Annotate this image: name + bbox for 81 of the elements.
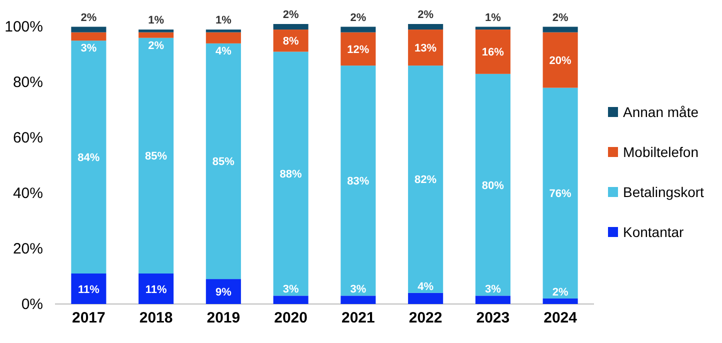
- x-tick-label: 2019: [206, 310, 240, 327]
- x-tick-label: 2022: [408, 310, 442, 327]
- data-label: 80%: [482, 180, 504, 192]
- data-label: 4%: [215, 45, 232, 58]
- data-label: 12%: [347, 44, 370, 56]
- bar: [475, 26, 510, 30]
- x-tick-label: 2017: [72, 310, 106, 327]
- bar: [71, 32, 106, 41]
- data-label: 88%: [280, 168, 302, 181]
- data-label: 11%: [78, 284, 100, 296]
- bar: [475, 74, 510, 296]
- data-label: 2%: [282, 9, 299, 21]
- legend-label: Betalingskort: [623, 184, 704, 200]
- data-label: 3%: [484, 284, 502, 296]
- y-tick-label: 40%: [12, 184, 43, 202]
- data-label: 13%: [414, 42, 437, 55]
- bar: [475, 296, 510, 304]
- data-label: 1%: [148, 14, 164, 27]
- data-label: 2%: [148, 40, 164, 52]
- data-label: 11%: [145, 284, 167, 296]
- bar: [542, 88, 578, 298]
- bar: [408, 24, 444, 30]
- data-label: 3%: [350, 284, 366, 296]
- data-label: 2%: [80, 12, 97, 24]
- y-tick-label: 80%: [12, 74, 43, 92]
- bar: [340, 26, 376, 32]
- bar: [542, 32, 578, 88]
- bar: [206, 30, 241, 32]
- bar: [408, 66, 444, 293]
- legend-label: Annan måte: [623, 104, 699, 120]
- bar: [340, 66, 376, 296]
- data-label: 82%: [414, 174, 437, 186]
- data-label: 84%: [78, 152, 100, 164]
- bar: [340, 32, 376, 66]
- legend-label: Kontantar: [623, 224, 684, 240]
- data-label: 3%: [282, 284, 299, 296]
- bar: [206, 43, 241, 280]
- bar: [340, 296, 376, 304]
- y-tick-label: 20%: [12, 240, 43, 258]
- data-label: 20%: [549, 55, 572, 68]
- x-tick-label: 2020: [274, 310, 308, 327]
- bar: [273, 24, 308, 30]
- data-label: 85%: [145, 150, 168, 163]
- x-tick-label: 2018: [139, 310, 173, 327]
- bar: [71, 40, 106, 274]
- bar: [475, 30, 510, 74]
- data-label: 2%: [418, 9, 434, 21]
- bar: [273, 52, 308, 296]
- bar: [206, 32, 241, 44]
- data-label: 85%: [212, 156, 235, 168]
- x-tick-label: 2021: [342, 310, 375, 327]
- bar: [138, 30, 174, 32]
- bar: [138, 274, 174, 304]
- data-label: 9%: [215, 286, 232, 299]
- bar: [71, 274, 106, 304]
- y-tick-label: 0%: [21, 296, 43, 313]
- y-tick-label: 100%: [4, 18, 43, 36]
- bar: [408, 30, 444, 66]
- data-label: 83%: [347, 176, 370, 188]
- data-label: 4%: [418, 280, 434, 293]
- legend-label: Mobiltelefon: [623, 144, 698, 160]
- bar: [408, 292, 444, 304]
- x-tick-label: 2023: [476, 310, 510, 327]
- data-label: 8%: [282, 36, 299, 48]
- x-tick-label: 2024: [544, 310, 578, 327]
- bar: [542, 298, 578, 304]
- bar: [206, 279, 241, 304]
- data-label: 2%: [552, 286, 568, 298]
- bar: [138, 38, 174, 274]
- data-label: 16%: [482, 46, 504, 59]
- data-label: 76%: [549, 188, 572, 200]
- data-label: 1%: [484, 12, 502, 24]
- data-label: 3%: [80, 42, 97, 55]
- bar: [542, 26, 578, 32]
- y-tick-label: 60%: [12, 129, 43, 146]
- bar: [138, 32, 174, 38]
- bar: [71, 26, 106, 32]
- bar: [273, 296, 308, 304]
- data-label: 1%: [215, 14, 232, 27]
- data-label: 2%: [350, 12, 366, 24]
- data-label: 2%: [552, 12, 568, 24]
